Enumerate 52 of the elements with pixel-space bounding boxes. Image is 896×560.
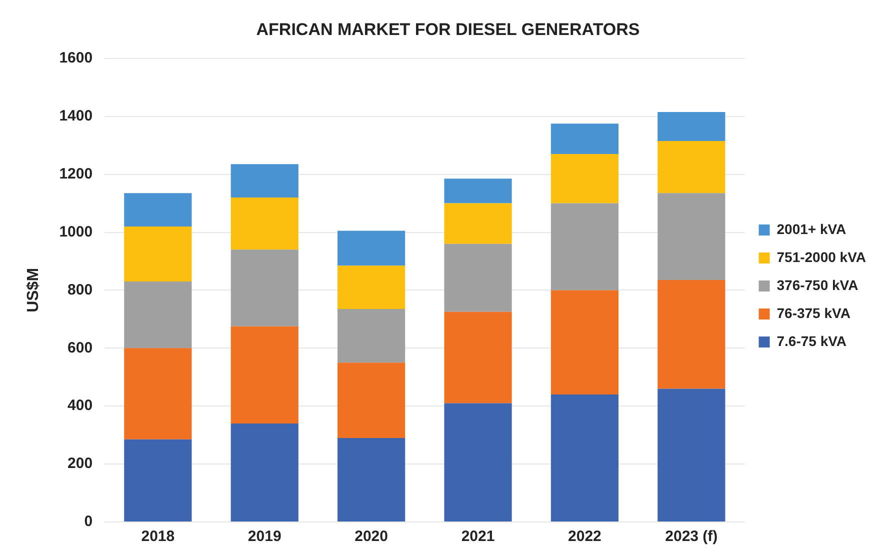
chart-title: AFRICAN MARKET FOR DIESEL GENERATORS xyxy=(256,20,640,39)
x-tick-label: 2021 xyxy=(461,528,495,546)
bar xyxy=(444,403,512,522)
bar xyxy=(230,423,298,522)
bar xyxy=(230,197,298,250)
y-tick-label: 1000 xyxy=(59,223,93,240)
bar xyxy=(124,439,192,522)
bar xyxy=(550,203,619,290)
y-tick-label: 1400 xyxy=(59,107,93,124)
x-tick-label: 2018 xyxy=(141,528,175,546)
bar xyxy=(124,348,192,440)
bar xyxy=(444,203,512,244)
x-tick-label: 2020 xyxy=(354,528,388,546)
bar xyxy=(338,230,406,266)
bar xyxy=(658,388,726,522)
x-tick-label: 2023 (f) xyxy=(665,528,718,546)
bar xyxy=(338,309,406,363)
bar xyxy=(124,193,192,226)
y-tick-label: 1200 xyxy=(59,165,93,182)
y-tick-label: 400 xyxy=(68,397,93,414)
bar xyxy=(658,193,726,280)
y-tick-label: 1600 xyxy=(59,50,93,67)
y-tick-label: 800 xyxy=(68,281,93,298)
bar xyxy=(550,290,619,395)
y-tick-label: 200 xyxy=(68,455,93,472)
bar xyxy=(230,164,298,198)
bar xyxy=(658,140,726,194)
x-tick-label: 2022 xyxy=(568,528,602,546)
legend-label: 376-750 kVA xyxy=(776,276,858,293)
legend-label: 76-375 kVA xyxy=(776,304,850,321)
x-tick-label: 2019 xyxy=(248,528,282,546)
bar xyxy=(338,362,406,438)
bar xyxy=(124,226,192,282)
bar xyxy=(230,326,298,424)
bar xyxy=(550,154,619,204)
bar xyxy=(338,266,406,310)
bar xyxy=(124,282,192,348)
bar xyxy=(230,250,298,326)
bar xyxy=(338,438,406,522)
bar xyxy=(444,244,512,312)
legend-label: 751-2000 kVA xyxy=(776,248,866,265)
y-axis-title: US$M xyxy=(25,268,42,312)
bar xyxy=(550,394,619,522)
bar xyxy=(658,112,726,141)
bar xyxy=(658,280,726,389)
y-tick-label: 0 xyxy=(84,513,93,530)
bar xyxy=(444,178,512,204)
bar xyxy=(444,312,512,404)
legend-label: 2001+ kVA xyxy=(776,220,846,237)
legend-label: 7.6-75 kVA xyxy=(776,332,847,349)
bar xyxy=(550,124,619,154)
y-tick-label: 600 xyxy=(68,339,93,356)
